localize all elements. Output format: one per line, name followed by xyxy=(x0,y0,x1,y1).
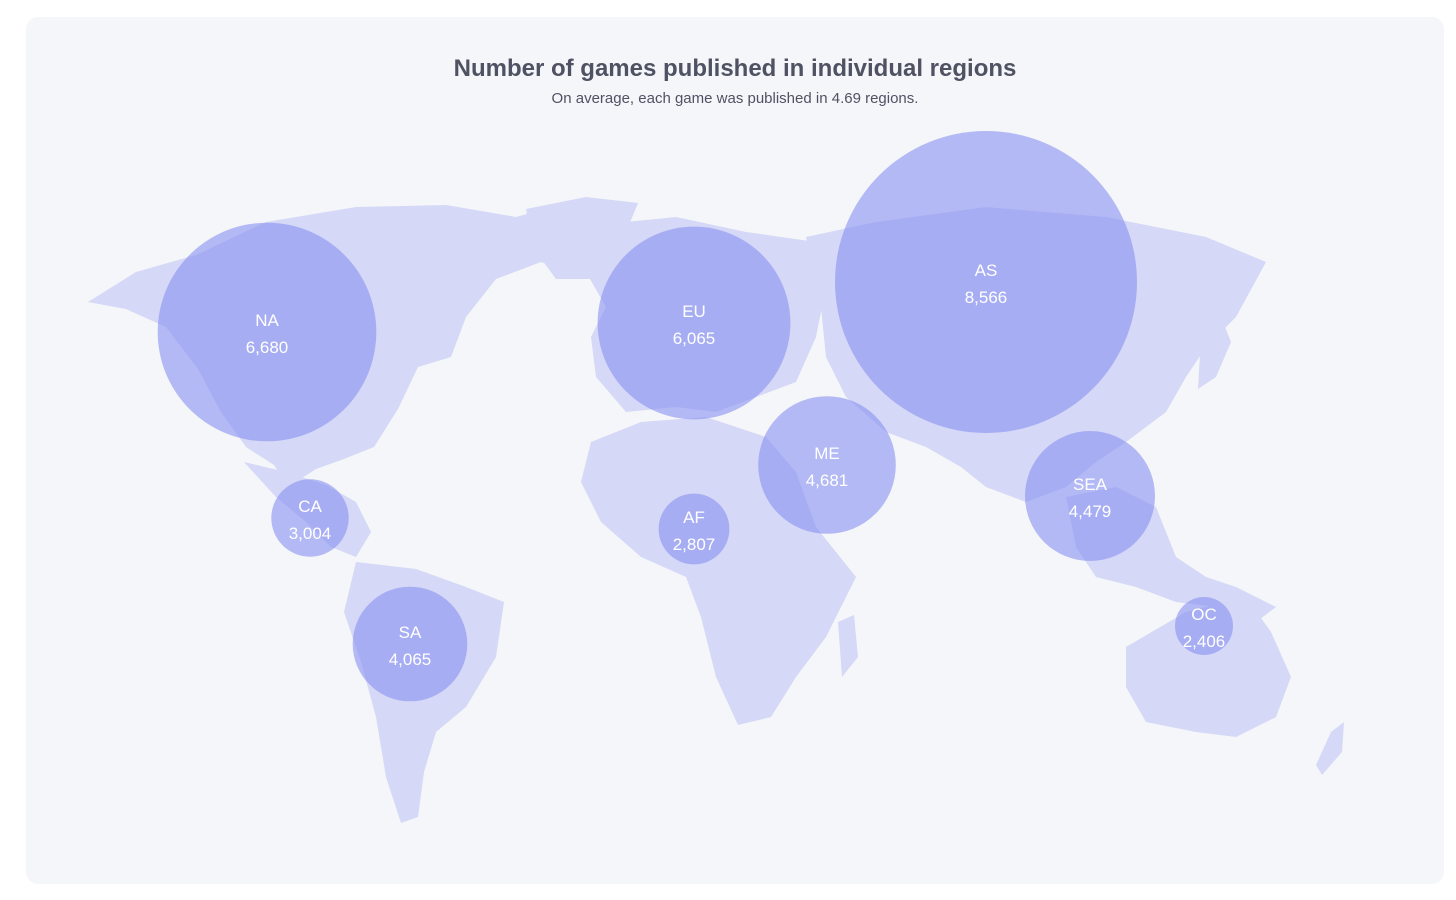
bubble-layer: NA 6,680 CA 3,004 SA 4,065 EU 6,065 AF 2,807 ME 4,6… xyxy=(157,131,1233,702)
bubble-value-ca: 3,004 xyxy=(289,524,332,543)
bubble-af[interactable] xyxy=(658,493,730,565)
bubble-label-af: AF xyxy=(683,508,705,527)
bubble-me[interactable] xyxy=(758,396,896,534)
bubble-value-as: 8,566 xyxy=(965,288,1008,307)
chart-card: Number of games published in individual … xyxy=(26,17,1444,884)
bubble-label-eu: EU xyxy=(682,302,706,321)
land-australia xyxy=(1126,597,1291,737)
bubble-eu[interactable] xyxy=(597,226,791,420)
bubble-label-ca: CA xyxy=(298,497,322,516)
bubble-value-me: 4,681 xyxy=(806,471,849,490)
world-bubble-map: NA 6,680 CA 3,004 SA 4,065 EU 6,065 AF 2,807 ME 4,6… xyxy=(88,131,1344,823)
bubble-value-sa: 4,065 xyxy=(389,650,432,669)
land-greenland xyxy=(526,197,638,279)
bubble-sea[interactable] xyxy=(1025,431,1155,561)
bubble-na[interactable] xyxy=(157,222,377,442)
bubble-label-na: NA xyxy=(255,311,279,330)
land-new-zealand xyxy=(1316,722,1344,775)
land-japan xyxy=(1198,317,1231,389)
bubble-sa[interactable] xyxy=(352,586,468,702)
bubble-value-eu: 6,065 xyxy=(673,329,716,348)
bubble-label-as: AS xyxy=(975,261,998,280)
chart-subtitle: On average, each game was published in 4… xyxy=(551,90,919,107)
bubble-value-na: 6,680 xyxy=(246,338,289,357)
land-madagascar xyxy=(838,615,858,677)
bubble-label-sea: SEA xyxy=(1073,475,1108,494)
bubble-ca[interactable] xyxy=(271,479,349,557)
bubble-value-oc: 2,406 xyxy=(1183,632,1226,651)
bubble-oc[interactable] xyxy=(1175,597,1233,655)
bubble-label-me: ME xyxy=(814,444,840,463)
bubble-as[interactable] xyxy=(835,131,1137,433)
bubble-label-oc: OC xyxy=(1191,605,1217,624)
bubble-label-sa: SA xyxy=(399,623,422,642)
chart-title: Number of games published in individual … xyxy=(453,55,1017,82)
bubble-value-af: 2,807 xyxy=(673,535,716,554)
bubble-value-sea: 4,479 xyxy=(1069,502,1112,521)
